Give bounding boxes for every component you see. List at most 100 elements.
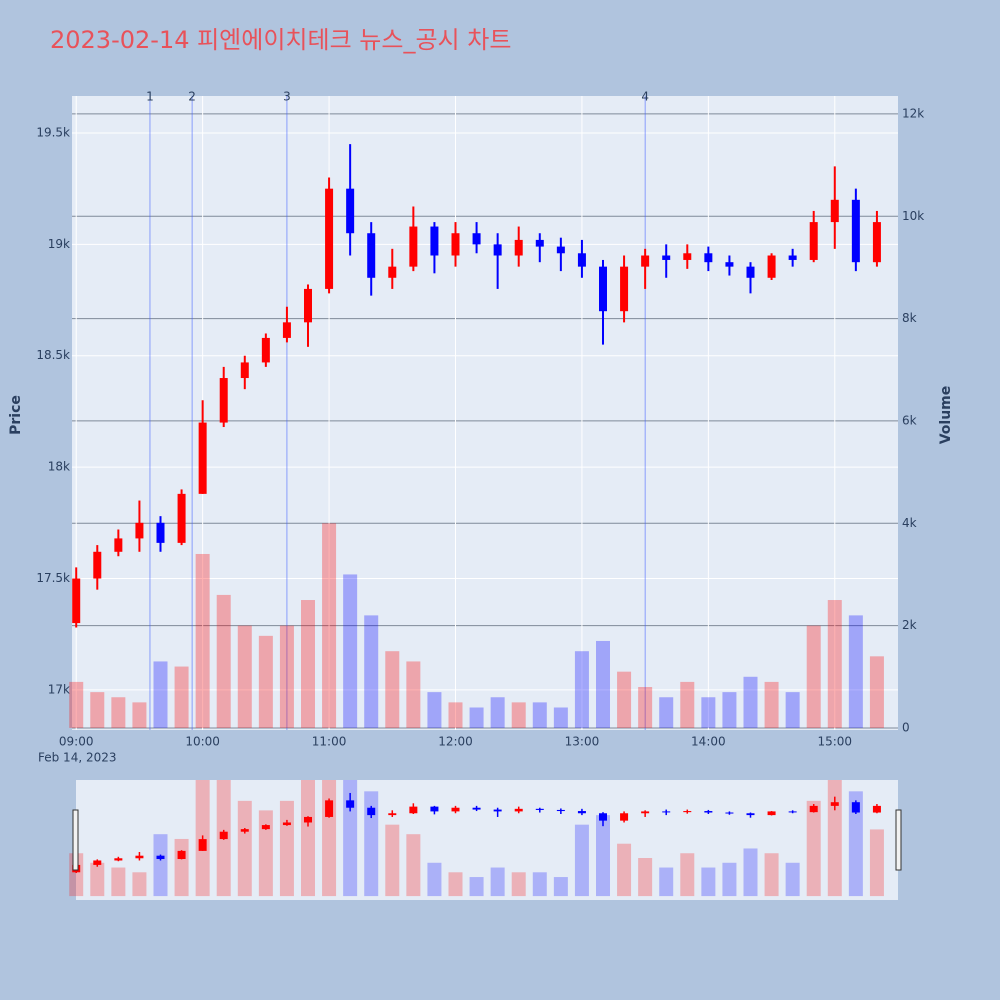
slider-volume-bar — [258, 810, 273, 897]
slider-candle-body — [599, 813, 607, 821]
volume-bar — [511, 702, 526, 728]
y2-tick-label: 6k — [902, 413, 917, 427]
slider-candle-body — [240, 829, 249, 832]
y-tick-label: 19.5k — [36, 125, 70, 139]
annotation-label: 1 — [146, 90, 154, 104]
candle-body — [725, 262, 734, 267]
slider-candle-body — [156, 855, 165, 860]
candle-body — [493, 244, 502, 256]
range-handle[interactable] — [72, 809, 79, 871]
slider-volume-bar — [132, 872, 147, 897]
volume-bar — [322, 523, 337, 728]
y-tick-label: 17.5k — [36, 571, 70, 585]
slider-volume-bar — [279, 800, 294, 897]
volume-bar — [427, 692, 442, 728]
volume-bar — [406, 661, 421, 728]
volume-bar — [195, 553, 210, 728]
volume-bar — [848, 615, 863, 728]
candle-body — [156, 522, 165, 543]
slider-candle-body — [304, 816, 312, 823]
slider-volume-bar — [869, 829, 884, 897]
slider-volume-bar — [237, 800, 252, 897]
x-tick-label: 11:00 — [312, 735, 347, 749]
slider-volume-bar — [574, 824, 589, 897]
candle-body — [135, 522, 144, 539]
slider-volume-bar — [680, 853, 695, 897]
x-tick-label: 15:00 — [817, 735, 852, 749]
candle-body — [620, 266, 629, 312]
slider-candle-body — [198, 839, 207, 851]
volume-bar — [132, 702, 147, 728]
candle-body — [409, 226, 418, 267]
slider-volume-bar — [532, 872, 547, 897]
slider-candle-body — [577, 811, 586, 814]
slider-volume-bar — [427, 862, 442, 897]
annotation-label: 2 — [188, 90, 196, 104]
slider-volume-bar — [827, 780, 842, 897]
candle-body — [788, 255, 797, 260]
y2-tick-label: 8k — [902, 311, 917, 325]
candle-body — [177, 493, 186, 543]
slider-volume-bar — [490, 867, 505, 897]
slider-candle-body — [493, 809, 502, 812]
slider-candle-body — [809, 805, 818, 813]
candle-body — [451, 233, 460, 256]
volume-bar — [216, 594, 231, 728]
candle-body — [535, 239, 544, 247]
volume-bar — [553, 707, 568, 728]
candle-body — [72, 578, 81, 624]
slider-volume-bar — [553, 877, 568, 897]
candle-body — [240, 362, 249, 379]
range-slider[interactable] — [76, 780, 898, 900]
slider-volume-bar — [785, 862, 800, 897]
candle-body — [367, 233, 376, 278]
slider-candle-body — [409, 806, 418, 814]
slider-volume-bar — [364, 791, 379, 897]
volume-bar — [385, 651, 400, 728]
volume-bar — [638, 687, 653, 728]
y-tick-label: 18.5k — [36, 348, 70, 362]
plot-area — [72, 96, 898, 730]
candle-body — [219, 378, 228, 423]
candle-body — [872, 222, 881, 263]
slider-candle-body — [135, 855, 144, 859]
slider-candle-body — [704, 811, 713, 813]
volume-bar — [111, 697, 126, 728]
candle-body — [704, 253, 713, 263]
volume-bar — [743, 676, 758, 728]
slider-candle-body — [641, 811, 650, 814]
candle-body — [282, 322, 291, 338]
slider-volume-bar — [701, 867, 716, 897]
candle-body — [114, 538, 123, 552]
slider-volume-bar — [638, 858, 653, 897]
volume-bar — [701, 697, 716, 728]
slider-candle-body — [746, 813, 755, 816]
slider-volume-bar — [90, 862, 105, 897]
x-tick-label: 10:00 — [185, 735, 220, 749]
volume-bar — [469, 707, 484, 728]
candle-body — [599, 266, 607, 312]
slider-volume-bar — [596, 815, 610, 897]
candle-body — [746, 266, 755, 278]
candle-body — [514, 239, 523, 256]
y2-tick-label: 10k — [902, 209, 924, 223]
y-axis-label: Price — [8, 395, 24, 435]
slider-volume-bar — [617, 843, 632, 897]
y2-tick-label: 2k — [902, 618, 917, 632]
candle-body — [641, 255, 650, 267]
y-tick-label: 19k — [48, 237, 70, 251]
range-handle[interactable] — [895, 809, 902, 871]
slider-candle-body — [93, 860, 102, 865]
y2-tick-label: 0 — [902, 720, 910, 734]
slider-candle-body — [282, 822, 291, 826]
slider-volume-bar — [806, 800, 821, 897]
slider-volume-bar — [448, 872, 463, 897]
candle-body — [430, 226, 439, 256]
volume-bar — [258, 635, 273, 728]
slider-candle-body — [346, 800, 355, 808]
candle-body — [388, 266, 397, 278]
y2-axis-label: Volume — [938, 386, 954, 445]
candle-body — [93, 551, 102, 579]
slider-volume-bar — [511, 872, 526, 897]
candle-body — [556, 246, 565, 254]
